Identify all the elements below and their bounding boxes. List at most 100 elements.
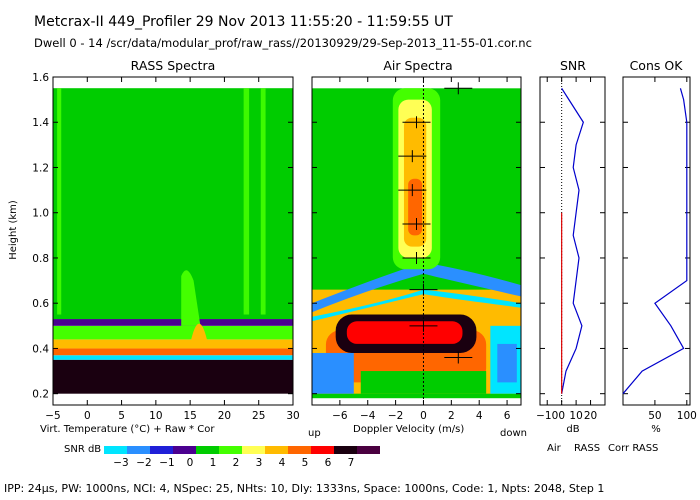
rass-streak — [243, 88, 250, 315]
legend-rass: RASS — [574, 443, 600, 454]
rass-x-axis-label: Virt. Temperature (°C) + Raw * Cor — [40, 424, 215, 435]
y-tick-label: 0.6 — [32, 298, 49, 310]
colorbar-tick-label: 3 — [256, 457, 263, 469]
rass-plume — [190, 323, 208, 344]
air-x-axis-label: Doppler Velocity (m/s) — [353, 424, 464, 435]
air-layer — [312, 262, 521, 313]
cons-panel-title: Cons OK — [630, 58, 684, 73]
air-x-label-up: up — [308, 428, 321, 439]
rass-band — [53, 355, 293, 360]
air-frame — [311, 76, 522, 406]
air-x-tick-label: 6 — [504, 410, 511, 422]
rass-x-tick-label: 10 — [149, 410, 162, 422]
colorbar-tick-label: 0 — [187, 457, 194, 469]
cons-x-axis-label: % — [651, 424, 661, 435]
rass-band — [53, 88, 293, 320]
colorbar-swatch — [173, 446, 196, 454]
rass-band — [53, 319, 293, 326]
colorbar-tick-label: 2 — [233, 457, 240, 469]
air-layer — [497, 343, 517, 383]
y-tick-label: 1.0 — [32, 208, 49, 220]
cons-series-air — [622, 88, 688, 395]
air-column — [408, 178, 423, 236]
air-x-tick-label: −2 — [388, 410, 403, 422]
figure-subtitle: Dwell 0 - 14 /scr/data/modular_prof/raw_… — [34, 36, 532, 50]
colorbar-swatch — [219, 446, 242, 454]
rass-x-tick-label: 0 — [84, 410, 91, 422]
y-tick-label: 1.6 — [32, 72, 49, 84]
colorbar-tick-label: −1 — [159, 457, 174, 469]
snr-x-tick-label: −10 — [536, 410, 558, 422]
colorbar-swatch — [196, 446, 219, 454]
cons-x-tick-label: 100 — [677, 410, 697, 422]
colorbar-tick-label: 5 — [302, 457, 309, 469]
rass-band — [53, 339, 293, 349]
cons-ok-panel: 50 100 — [622, 76, 697, 422]
colorbar-swatch — [150, 446, 173, 454]
air-x-tick-label: −4 — [360, 410, 376, 422]
rass-frame — [52, 76, 294, 406]
colorbar-tick-label: 7 — [348, 457, 355, 469]
colorbar-swatch — [265, 446, 288, 454]
legend-corr-rass: Corr RASS — [608, 443, 658, 454]
snr-frame — [539, 76, 606, 406]
snr-x-tick-label: 20 — [584, 410, 597, 422]
air-layer — [312, 352, 354, 394]
rass-streak — [57, 88, 62, 315]
cons-x-tick-label: 50 — [648, 410, 661, 422]
rass-x-tick-label: 30 — [286, 410, 299, 422]
colorbar-swatch — [127, 446, 150, 454]
snr-colorbar: −3 −2 −1 0 1 2 3 4 5 6 7 — [104, 446, 380, 469]
colorbar-swatch — [334, 446, 357, 454]
y-tick-label: 0.2 — [32, 389, 49, 401]
colorbar-label: SNR dB — [64, 444, 101, 455]
rass-band — [53, 359, 293, 394]
rass-x-tick-label: 20 — [218, 410, 231, 422]
colorbar-swatch — [104, 446, 127, 454]
air-layer — [346, 321, 463, 344]
rass-spectra-panel: 0.2 0.4 0.6 0.8 1.0 1.2 1.4 1.6 −5 0 5 10 15 20 25 30 — [32, 72, 299, 422]
air-x-tick-label: 4 — [476, 410, 483, 422]
cons-frame — [622, 76, 691, 406]
rass-x-tick-label: 15 — [183, 410, 196, 422]
colorbar-swatch — [311, 446, 334, 454]
rass-panel-title: RASS Spectra — [131, 58, 216, 73]
y-tick-label: 0.4 — [32, 343, 49, 355]
rass-x-tick-label: 25 — [252, 410, 265, 422]
rass-band — [53, 325, 293, 340]
rass-streak — [260, 88, 266, 315]
air-x-label-down: down — [500, 428, 527, 439]
snr-series-air — [561, 87, 584, 394]
footer-parameters: IPP: 24μs, PW: 1000ns, NCI: 4, NSpec: 25… — [4, 482, 604, 495]
colorbar-swatch — [288, 446, 311, 454]
rass-x-tick-label: −5 — [45, 410, 60, 422]
snr-x-axis-label: dB — [566, 424, 579, 435]
rass-x-tick-label: 5 — [118, 410, 125, 422]
y-tick-label: 0.8 — [32, 253, 49, 265]
legend-air: Air — [547, 443, 562, 454]
y-tick-label: 1.2 — [32, 162, 49, 174]
air-x-tick-label: −6 — [332, 410, 348, 422]
snr-x-tick-label: 0 — [558, 410, 565, 422]
y-tick-label: 1.4 — [32, 117, 49, 129]
air-layer — [312, 289, 521, 322]
snr-panel-title: SNR — [560, 58, 586, 73]
air-spectra-panel: −6 −4 −2 0 2 4 6 — [311, 76, 522, 422]
colorbar-tick-label: 6 — [325, 457, 332, 469]
air-panel-title: Air Spectra — [383, 58, 452, 73]
air-x-tick-label: 2 — [448, 410, 455, 422]
air-x-tick-label: 0 — [420, 410, 427, 422]
colorbar-tick-label: 1 — [210, 457, 217, 469]
snr-x-tick-label: 10 — [569, 410, 582, 422]
colorbar-tick-label: −2 — [136, 457, 151, 469]
snr-panel: −10 0 10 20 — [536, 76, 606, 422]
colorbar-tick-label: −3 — [113, 457, 128, 469]
colorbar-swatch — [242, 446, 265, 454]
rass-band — [53, 348, 293, 356]
y-axis-label: Height (km) — [8, 200, 19, 260]
rass-plume — [181, 270, 201, 326]
colorbar-tick-label: 4 — [279, 457, 286, 469]
figure-title: Metcrax-II 449_Profiler 29 Nov 2013 11:5… — [34, 14, 453, 30]
colorbar-swatch — [357, 446, 380, 454]
